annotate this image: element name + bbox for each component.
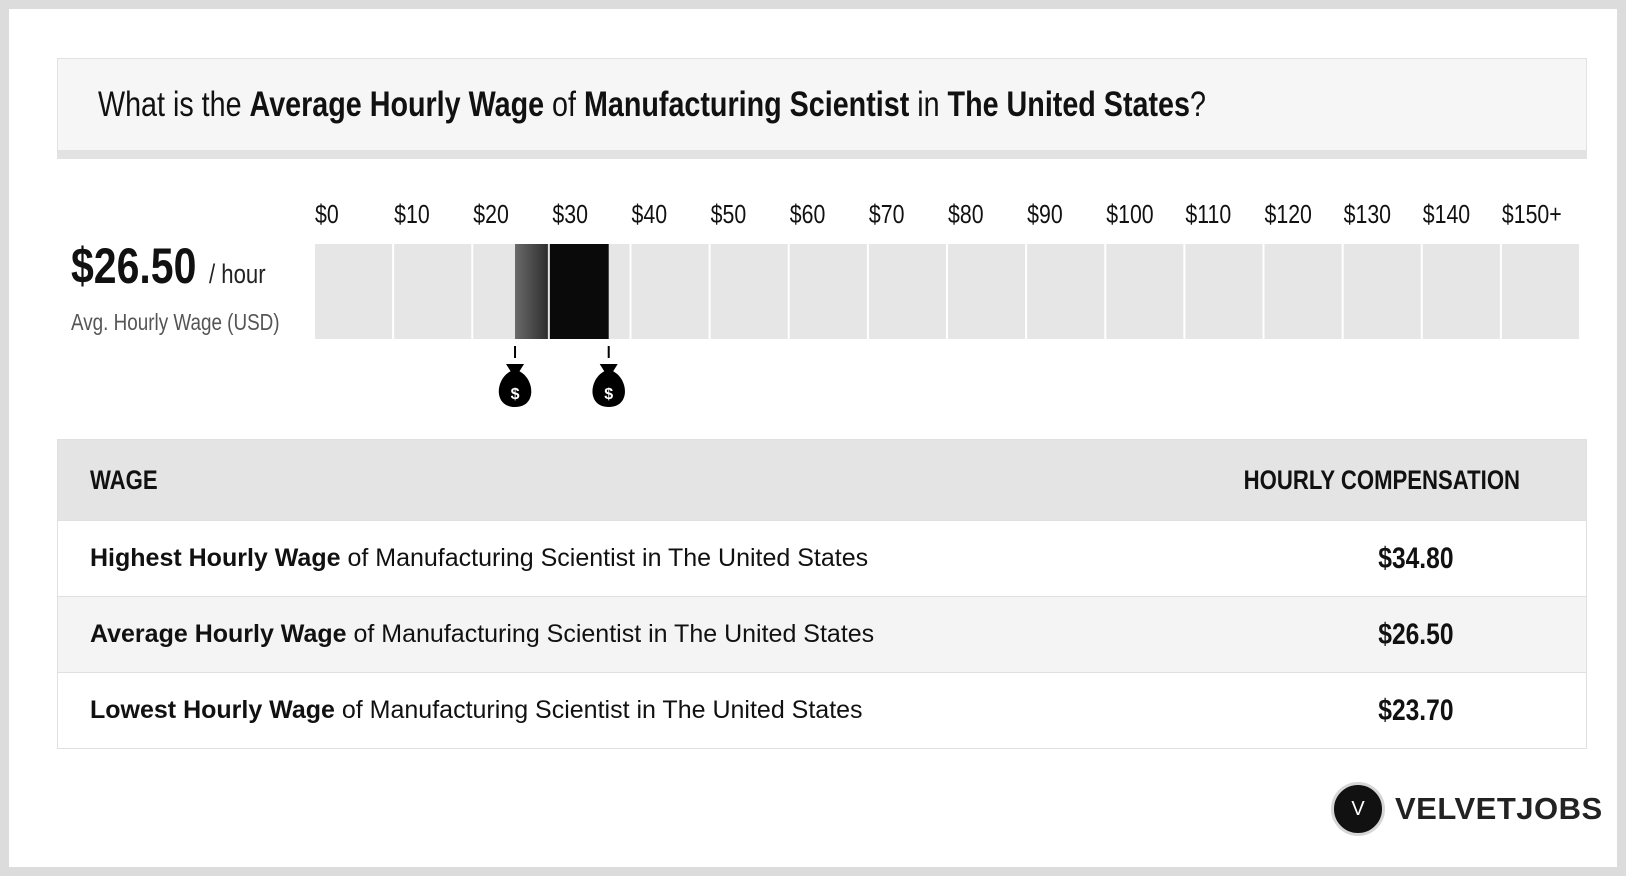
row-label-rest: of Manufacturing Scientist in The United… <box>346 620 875 648</box>
question-in: in <box>909 84 948 124</box>
tick-label: $100 <box>1106 200 1153 230</box>
row-label-bold: Average Hourly Wage <box>90 620 347 648</box>
row-value-cell: $34.80 <box>1246 542 1586 576</box>
wage-table: WAGE HOURLY COMPENSATION Highest Hourly … <box>57 439 1587 749</box>
row-label-bold: Lowest Hourly Wage <box>90 696 335 724</box>
row-label: Average Hourly Wage of Manufacturing Sci… <box>90 620 874 649</box>
header-wage: WAGE <box>90 464 158 495</box>
row-label-rest: of Manufacturing Scientist in The United… <box>334 696 863 724</box>
svg-text:$: $ <box>604 386 613 403</box>
row-label: Highest Hourly Wage of Manufacturing Sci… <box>90 544 868 573</box>
scale-segment <box>1422 244 1500 339</box>
tick-label: $120 <box>1265 200 1312 230</box>
range-band-high <box>549 244 609 339</box>
table-row-average: Average Hourly Wage of Manufacturing Sci… <box>58 596 1586 672</box>
scale-segment <box>948 244 1026 339</box>
scale-segment <box>1343 244 1421 339</box>
scale-segment <box>1027 244 1105 339</box>
table-row-lowest: Lowest Hourly Wage of Manufacturing Scie… <box>58 672 1586 748</box>
svg-text:$: $ <box>511 386 520 403</box>
row-value: $26.50 <box>1378 617 1454 651</box>
row-label: Lowest Hourly Wage of Manufacturing Scie… <box>90 696 863 725</box>
average-wage-caption: Avg. Hourly Wage (USD) <box>71 309 280 335</box>
page-title: What is the Average Hourly Wage of Manuf… <box>57 58 1587 159</box>
question-job: Manufacturing Scientist <box>583 84 910 124</box>
average-summary: $26.50 / hour Avg. Hourly Wage (USD) <box>71 237 280 335</box>
scale-segment <box>315 244 393 339</box>
row-value: $23.70 <box>1378 693 1454 727</box>
tick-label: $70 <box>869 200 905 230</box>
scale-segment <box>1501 244 1579 339</box>
velvetjobs-logo[interactable]: V VELVETJOBS <box>1331 782 1603 836</box>
tick-label: $50 <box>711 200 747 230</box>
scale-segment <box>1106 244 1184 339</box>
row-value-cell: $26.50 <box>1246 618 1586 652</box>
scale-segment <box>1185 244 1263 339</box>
brand-name: VELVETJOBS <box>1395 791 1603 826</box>
tick-label: $130 <box>1344 200 1391 230</box>
tick-label: $60 <box>790 200 826 230</box>
money-bag-icon: $ <box>498 346 532 407</box>
range-band-low <box>515 244 548 339</box>
tick-label: $110 <box>1185 200 1231 230</box>
question-prefix: What is the <box>98 84 250 124</box>
average-wage-value: $26.50 <box>71 238 197 294</box>
scale-segment <box>1264 244 1342 339</box>
scale-segment <box>631 244 709 339</box>
scale-segment <box>789 244 867 339</box>
scale-segment <box>394 244 472 339</box>
question-text: What is the Average Hourly Wage of Manuf… <box>98 85 1206 125</box>
row-label-rest: of Manufacturing Scientist in The United… <box>340 544 869 572</box>
money-bag-icon: $ <box>592 346 625 407</box>
wage-range-chart: $0 $10 $20 $30 $40 $50 $60 $70 $80 $90 $100 $110 $12… <box>315 200 1579 407</box>
scale-segment <box>868 244 946 339</box>
question-of: of <box>544 84 584 124</box>
tick-label: $80 <box>948 200 984 230</box>
question-location: The United States <box>947 84 1190 124</box>
table-row-highest: Highest Hourly Wage of Manufacturing Sci… <box>58 520 1586 596</box>
question-suffix: ? <box>1189 84 1206 124</box>
question-metric: Average Hourly Wage <box>249 84 545 124</box>
tick-label: $10 <box>394 200 430 230</box>
tick-label: $90 <box>1027 200 1063 230</box>
brand-mark-letter: V <box>1351 797 1365 820</box>
scale-segment <box>710 244 788 339</box>
average-wage-unit: / hour <box>209 259 266 289</box>
tick-label: $40 <box>632 200 668 230</box>
brand-mark-icon: V <box>1331 782 1385 836</box>
row-value: $34.80 <box>1378 541 1454 575</box>
header-hourly-compensation: HOURLY COMPENSATION <box>1243 464 1520 495</box>
tick-label: $0 <box>315 200 339 230</box>
table-header: WAGE HOURLY COMPENSATION <box>58 440 1586 520</box>
row-label-bold: Highest Hourly Wage <box>90 544 341 572</box>
tick-label: $20 <box>473 200 509 230</box>
tick-label: $140 <box>1423 200 1470 230</box>
tick-label: $30 <box>552 200 588 230</box>
tick-label: $150+ <box>1502 200 1562 230</box>
row-value-cell: $23.70 <box>1246 694 1586 728</box>
